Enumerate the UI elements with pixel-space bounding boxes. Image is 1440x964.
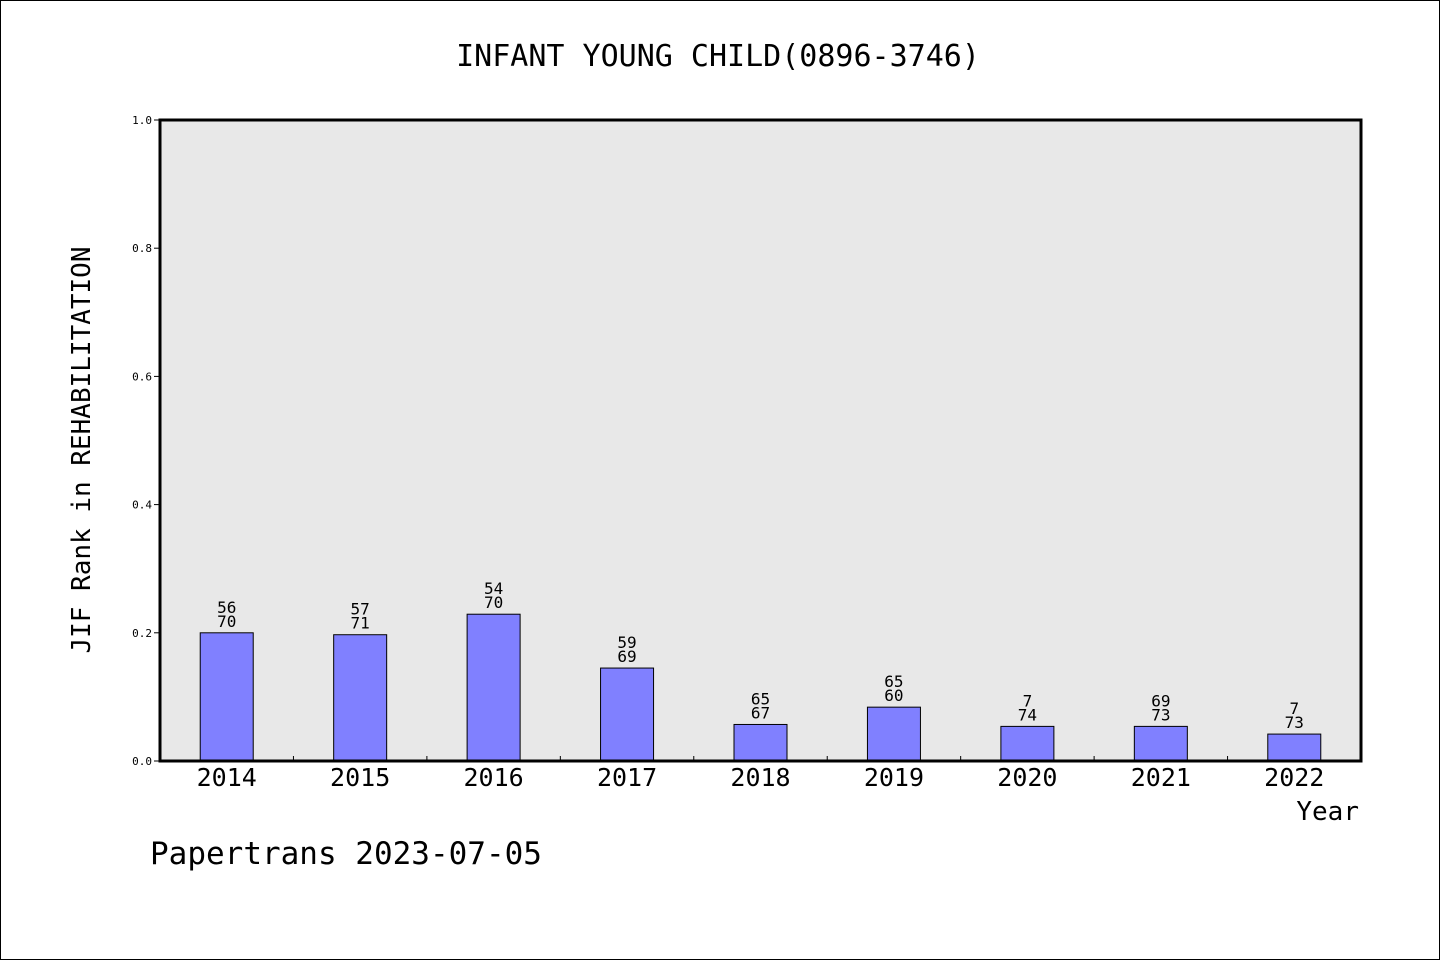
bar-2016 <box>466 613 521 762</box>
x-tick-label: 2019 <box>864 763 924 792</box>
bar-2020 <box>1000 725 1055 762</box>
bar-label-top: 7 <box>1289 699 1299 718</box>
bar-label-bottom: 70 <box>217 612 236 631</box>
bar-label-top: 7 <box>1023 691 1033 710</box>
y-tick-label: 0.0 <box>132 755 152 768</box>
bar-label-bottom: 67 <box>751 703 770 722</box>
bar-label-bottom: 73 <box>1285 713 1304 732</box>
x-tick-label: 2015 <box>330 763 390 792</box>
bar-label-top: 65 <box>751 689 770 708</box>
bar-label-top: 69 <box>1151 691 1170 710</box>
bar-label-bottom: 74 <box>1018 705 1037 724</box>
bar-label-top: 57 <box>351 600 370 619</box>
x-axis: 2014 2015 2016 2017 2018 2019 2020 2021 2022 <box>197 756 1324 792</box>
x-tick-label: 2017 <box>597 763 657 792</box>
bar-2018 <box>733 723 788 762</box>
bar-2015 <box>333 634 388 762</box>
x-tick-label: 2018 <box>730 763 790 792</box>
bar-label-bottom: 70 <box>484 593 503 612</box>
footer-text: Papertrans 2023-07-05 <box>150 836 542 872</box>
bar-2017 <box>600 667 655 762</box>
x-tick-label: 2014 <box>197 763 257 792</box>
chart-title: INFANT YOUNG CHILD(0896-3746) <box>456 39 980 74</box>
y-tick-label: 0.8 <box>132 242 152 255</box>
bar-label-top: 65 <box>884 672 903 691</box>
bar-label-bottom: 60 <box>884 686 903 705</box>
y-tick-label: 0.4 <box>132 499 152 512</box>
bar-2014 <box>199 632 254 762</box>
bar-2019 <box>866 706 921 762</box>
bar-label-top: 56 <box>217 598 236 617</box>
y-tick-label: 0.2 <box>132 627 152 640</box>
x-tick-label: 2020 <box>997 763 1057 792</box>
y-axis-label: JIF Rank in REHABILITATION <box>67 247 97 654</box>
x-tick-label: 2021 <box>1131 763 1191 792</box>
y-tick-label: 0.6 <box>132 370 152 383</box>
bar-label-top: 54 <box>484 579 503 598</box>
bar-label-bottom: 73 <box>1151 705 1170 724</box>
bar-2022 <box>1267 733 1322 762</box>
bar-2021 <box>1133 725 1188 762</box>
bar-label-bottom: 71 <box>351 614 370 633</box>
y-tick-label: 1.0 <box>132 114 152 127</box>
x-tick-label: 2022 <box>1264 763 1324 792</box>
x-axis-label: Year <box>1296 797 1359 827</box>
bar-label-top: 59 <box>617 633 636 652</box>
plot-border <box>158 118 1363 763</box>
x-tick-label: 2016 <box>464 763 524 792</box>
bar-label-bottom: 69 <box>617 647 636 666</box>
